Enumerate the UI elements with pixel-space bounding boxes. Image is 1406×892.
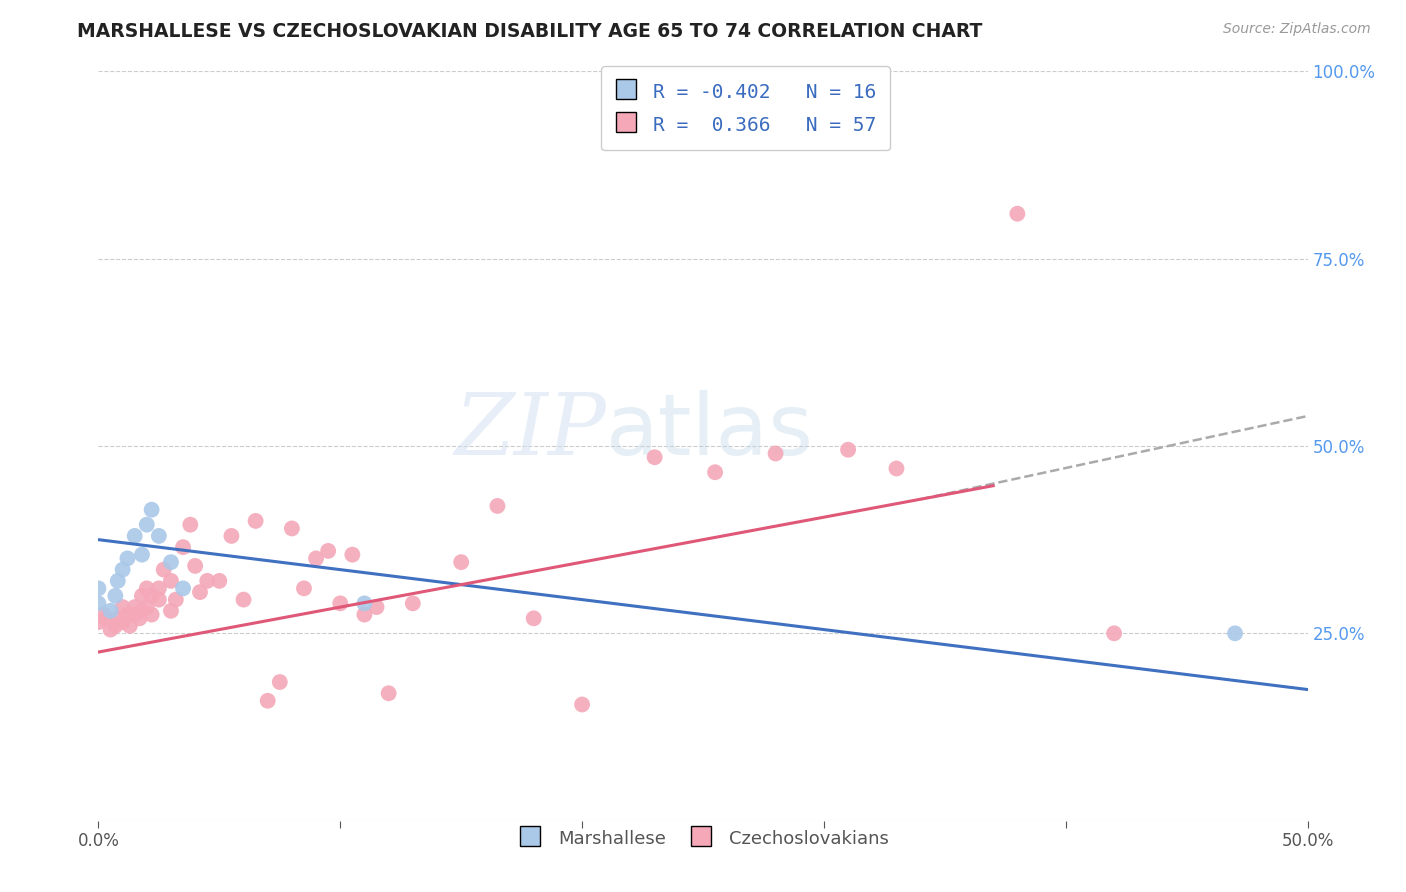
- Point: [111, 615, 134, 629]
- Point: [765, 446, 787, 460]
- Point: [91, 607, 114, 622]
- Point: [104, 619, 127, 633]
- Point: [342, 548, 364, 562]
- Point: [281, 521, 304, 535]
- Point: [111, 563, 134, 577]
- Point: [148, 592, 170, 607]
- Point: [124, 600, 146, 615]
- Point: [269, 675, 291, 690]
- Point: [1223, 626, 1246, 640]
- Point: [1007, 207, 1029, 221]
- Point: [1102, 626, 1125, 640]
- Point: [245, 514, 267, 528]
- Point: [256, 694, 278, 708]
- Point: [571, 698, 593, 712]
- Point: [87, 596, 110, 610]
- Point: [107, 574, 129, 588]
- Point: [118, 619, 141, 633]
- Text: MARSHALLESE VS CZECHOSLOVAKIAN DISABILITY AGE 65 TO 74 CORRELATION CHART: MARSHALLESE VS CZECHOSLOVAKIAN DISABILIT…: [77, 22, 983, 41]
- Point: [402, 596, 425, 610]
- Point: [329, 596, 352, 610]
- Point: [135, 600, 157, 615]
- Point: [292, 582, 315, 596]
- Point: [450, 555, 472, 569]
- Point: [644, 450, 666, 465]
- Point: [316, 544, 339, 558]
- Point: [188, 585, 211, 599]
- Point: [179, 517, 201, 532]
- Point: [523, 611, 546, 625]
- Point: [107, 611, 129, 625]
- Point: [232, 592, 254, 607]
- Point: [100, 623, 122, 637]
- Text: ZIP: ZIP: [454, 390, 606, 473]
- Legend: Marshallese, Czechoslovakians: Marshallese, Czechoslovakians: [506, 816, 900, 860]
- Point: [111, 600, 134, 615]
- Point: [135, 582, 157, 596]
- Point: [87, 582, 110, 596]
- Point: [124, 607, 146, 622]
- Point: [117, 607, 139, 622]
- Point: [160, 604, 183, 618]
- Point: [148, 529, 170, 543]
- Point: [353, 607, 375, 622]
- Point: [305, 551, 328, 566]
- Text: Source: ZipAtlas.com: Source: ZipAtlas.com: [1223, 22, 1371, 37]
- Point: [704, 465, 727, 479]
- Point: [837, 442, 859, 457]
- Point: [152, 563, 174, 577]
- Point: [208, 574, 231, 588]
- Point: [135, 517, 157, 532]
- Text: atlas: atlas: [606, 390, 814, 473]
- Point: [148, 582, 170, 596]
- Point: [124, 529, 146, 543]
- Point: [117, 551, 139, 566]
- Point: [486, 499, 509, 513]
- Point: [172, 582, 194, 596]
- Point: [131, 589, 153, 603]
- Point: [87, 615, 110, 629]
- Point: [221, 529, 243, 543]
- Point: [366, 600, 388, 615]
- Point: [165, 592, 187, 607]
- Point: [141, 607, 163, 622]
- Point: [195, 574, 218, 588]
- Point: [141, 589, 163, 603]
- Point: [100, 604, 122, 618]
- Point: [184, 558, 207, 573]
- Point: [131, 548, 153, 562]
- Point: [141, 502, 163, 516]
- Point: [94, 611, 117, 625]
- Point: [131, 604, 153, 618]
- Point: [104, 589, 127, 603]
- Point: [128, 611, 150, 625]
- Point: [172, 540, 194, 554]
- Point: [886, 461, 908, 475]
- Point: [353, 596, 375, 610]
- Point: [377, 686, 399, 700]
- Point: [160, 555, 183, 569]
- Point: [160, 574, 183, 588]
